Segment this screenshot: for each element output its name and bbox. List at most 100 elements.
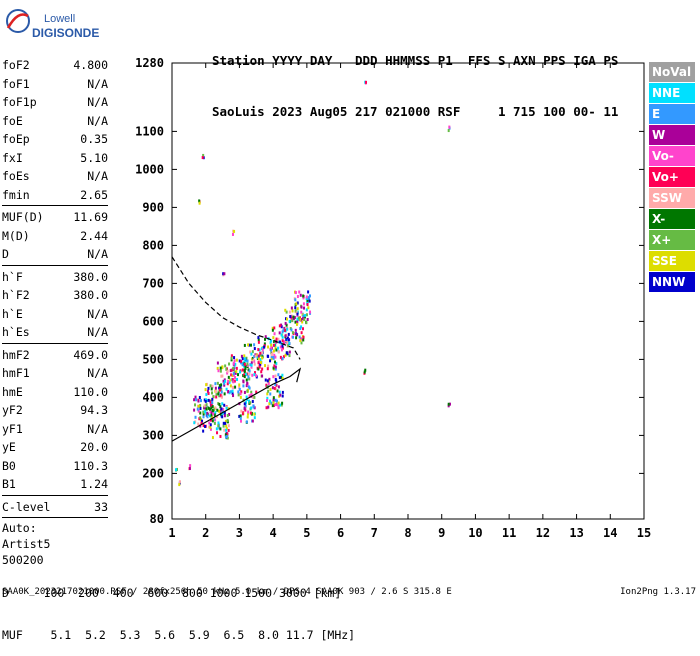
echo-point <box>246 389 249 393</box>
echo-point <box>211 400 214 404</box>
echo-point <box>222 379 225 383</box>
echo-point <box>213 421 216 425</box>
echo-point <box>216 361 219 365</box>
echo-point <box>278 394 281 398</box>
echo-point <box>257 357 260 361</box>
echo-point <box>257 354 260 358</box>
echo-point <box>270 353 273 357</box>
echo-point <box>215 427 218 431</box>
echo-point <box>243 354 246 358</box>
echo-point <box>240 390 243 394</box>
echo-point <box>239 392 242 396</box>
echo-point <box>205 399 208 403</box>
x-tick-label: 5 <box>303 526 310 540</box>
echo-point <box>302 314 305 318</box>
echo-point <box>261 374 264 378</box>
legend-item: NNW <box>649 272 695 292</box>
echo-point <box>204 424 207 428</box>
echo-point <box>221 415 224 419</box>
echo-point <box>294 328 297 332</box>
echo-point <box>223 381 226 385</box>
echo-point <box>283 340 286 344</box>
echo-point <box>248 377 251 381</box>
echo-point <box>199 416 202 420</box>
echo-point <box>241 363 244 367</box>
echo-point <box>363 370 366 374</box>
echo-point <box>274 403 277 407</box>
echo-point <box>243 343 246 347</box>
echo-point <box>210 411 213 415</box>
echo-point <box>225 387 228 391</box>
echo-point <box>225 406 228 410</box>
echo-point <box>291 309 294 313</box>
echo-point <box>258 348 261 352</box>
param-value: 2.44 <box>80 228 108 243</box>
echo-point <box>297 316 300 320</box>
echo-point <box>195 398 198 402</box>
y-tick-label: 800 <box>142 238 164 252</box>
param-value: 380.0 <box>73 269 108 284</box>
echo-point <box>243 402 246 406</box>
echo-point <box>272 366 275 370</box>
svg-text:Lowell: Lowell <box>44 13 75 25</box>
echo-point <box>303 315 306 319</box>
echo-point <box>300 341 303 345</box>
echo-point <box>205 411 208 415</box>
echo-point <box>215 392 218 396</box>
echo-point <box>197 409 200 413</box>
echo-point <box>279 375 282 379</box>
echo-point <box>221 411 224 415</box>
echo-point <box>218 384 221 388</box>
echo-point <box>270 339 273 343</box>
echo-point <box>277 337 280 341</box>
echo-point <box>231 385 234 389</box>
echo-point <box>278 331 281 335</box>
echo-point <box>222 407 225 411</box>
param-value: 94.3 <box>80 403 108 417</box>
echo-point <box>203 406 206 410</box>
echo-point <box>286 341 289 345</box>
echo-point <box>299 293 302 297</box>
echo-point <box>281 376 284 380</box>
param-row: B0 110.3 <box>2 457 108 476</box>
echo-point <box>286 336 289 340</box>
echo-point <box>201 156 204 160</box>
echo-point <box>239 414 242 418</box>
echo-point <box>308 294 311 298</box>
echo-point <box>250 361 253 365</box>
echo-point <box>251 419 254 423</box>
echo-point <box>263 342 266 346</box>
echo-point <box>257 340 260 344</box>
echo-point <box>272 343 275 347</box>
echo-point <box>215 395 218 399</box>
echo-point <box>285 338 288 342</box>
echo-point <box>218 409 221 413</box>
echo-point <box>223 272 226 276</box>
echo-point <box>218 388 221 392</box>
echo-point <box>272 336 275 340</box>
echo-point <box>243 390 246 394</box>
echo-point <box>284 317 287 321</box>
echo-point <box>199 406 202 410</box>
echo-point <box>234 385 237 389</box>
echo-point <box>248 369 251 373</box>
param-row: C-level 33 <box>2 498 108 517</box>
echo-point <box>226 382 229 386</box>
echo-point <box>287 338 290 342</box>
echo-point <box>266 379 269 383</box>
echo-point <box>282 328 285 332</box>
echo-point <box>268 402 271 406</box>
echo-point <box>175 468 178 472</box>
echo-point <box>224 421 227 425</box>
echo-point <box>230 358 233 362</box>
param-name: h`Es <box>2 325 30 339</box>
echo-point <box>220 383 223 387</box>
muf-value-row: MUF 5.1 5.2 5.3 5.6 5.9 6.5 8.0 11.7 [MH… <box>2 628 356 642</box>
echo-point <box>234 376 237 380</box>
echo-point <box>294 291 297 295</box>
param-name: MUF(D) <box>2 210 44 224</box>
param-row: yF1 N/A <box>2 420 108 439</box>
echo-point <box>250 390 253 394</box>
echo-point <box>267 389 270 393</box>
echo-point <box>233 359 236 363</box>
